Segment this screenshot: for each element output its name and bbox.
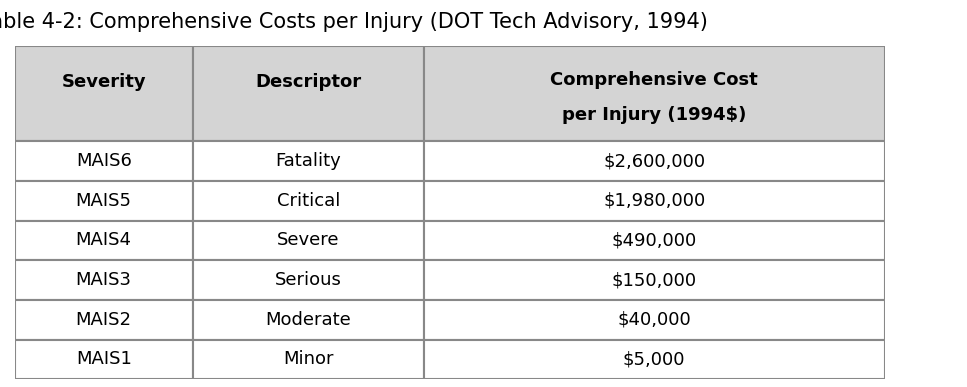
Text: MAIS2: MAIS2 — [75, 311, 132, 329]
Text: MAIS5: MAIS5 — [75, 192, 132, 210]
Text: Descriptor: Descriptor — [255, 74, 362, 91]
Text: $150,000: $150,000 — [611, 271, 697, 289]
Text: Comprehensive Cost: Comprehensive Cost — [550, 71, 758, 89]
Bar — [15, 181, 193, 221]
Text: $490,000: $490,000 — [611, 231, 697, 250]
Bar — [424, 300, 885, 340]
Text: Severity: Severity — [61, 74, 146, 91]
Bar — [15, 340, 193, 379]
Text: $1,980,000: $1,980,000 — [603, 192, 705, 210]
Bar — [193, 181, 424, 221]
Bar — [193, 221, 424, 260]
Text: per Injury (1994$): per Injury (1994$) — [562, 106, 747, 124]
Bar — [193, 260, 424, 300]
Text: Moderate: Moderate — [265, 311, 351, 329]
Bar — [424, 141, 885, 181]
Text: Severe: Severe — [277, 231, 339, 250]
Bar — [424, 181, 885, 221]
Bar — [424, 340, 885, 379]
Text: Fatality: Fatality — [276, 152, 341, 170]
Text: MAIS1: MAIS1 — [75, 351, 132, 368]
Text: MAIS3: MAIS3 — [75, 271, 132, 289]
Bar — [15, 46, 193, 141]
Text: Table 4-2: Comprehensive Costs per Injury (DOT Tech Advisory, 1994): Table 4-2: Comprehensive Costs per Injur… — [0, 12, 708, 32]
Bar — [193, 300, 424, 340]
Bar — [193, 340, 424, 379]
Text: MAIS6: MAIS6 — [75, 152, 132, 170]
Bar — [15, 221, 193, 260]
Text: Serious: Serious — [275, 271, 341, 289]
Bar — [424, 260, 885, 300]
Bar — [193, 46, 424, 141]
Bar — [424, 221, 885, 260]
Text: Critical: Critical — [277, 192, 340, 210]
Text: MAIS4: MAIS4 — [75, 231, 132, 250]
Text: $5,000: $5,000 — [623, 351, 686, 368]
Bar — [15, 300, 193, 340]
Bar — [15, 141, 193, 181]
Text: $40,000: $40,000 — [617, 311, 691, 329]
Text: $2,600,000: $2,600,000 — [603, 152, 705, 170]
Bar — [424, 46, 885, 141]
Text: Minor: Minor — [283, 351, 334, 368]
Bar — [15, 260, 193, 300]
Bar — [193, 141, 424, 181]
